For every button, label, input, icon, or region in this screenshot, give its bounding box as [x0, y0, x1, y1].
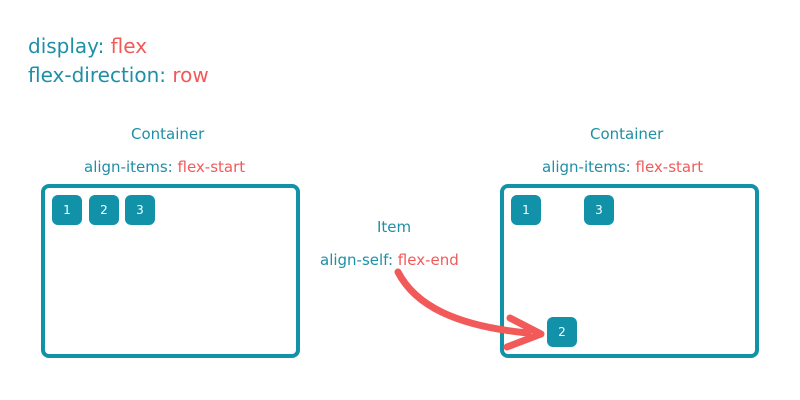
left-item-1: 1 [52, 195, 82, 225]
right-align-items-label: align-items: flex-start [542, 158, 703, 176]
right-container-box [500, 184, 759, 358]
align-self-label: align-self: flex-end [320, 251, 459, 269]
right-align-items-value: flex-start [635, 158, 704, 176]
display-value: flex [110, 34, 148, 58]
left-align-items-label: align-items: flex-start [84, 158, 245, 176]
left-item-2: 2 [89, 195, 119, 225]
arrow-shaft [394, 268, 532, 337]
left-align-items-separator: : [167, 158, 173, 176]
right-item-2: 2 [547, 317, 577, 347]
align-self-property: align-self [320, 251, 388, 269]
left-item-3: 3 [125, 195, 155, 225]
left-container-title: Container [131, 125, 205, 143]
flex-direction-value: row [172, 63, 209, 87]
display-separator: : [97, 34, 105, 58]
right-align-items-property: align-items [542, 158, 626, 176]
left-container-box [41, 184, 300, 358]
left-align-items-value: flex-start [177, 158, 246, 176]
arrow-head [503, 314, 545, 351]
middle-item-title: Item [377, 218, 412, 236]
align-self-separator: : [387, 251, 393, 269]
right-item-1: 1 [511, 195, 541, 225]
right-container-title: Container [590, 125, 664, 143]
header-line-flex-direction: flex-direction: row [28, 63, 209, 87]
right-item-3: 3 [584, 195, 614, 225]
right-align-items-separator: : [625, 158, 631, 176]
header-line-display: display: flex [28, 34, 147, 58]
display-property: display [28, 34, 98, 58]
left-align-items-property: align-items [84, 158, 168, 176]
align-self-value: flex-end [397, 251, 459, 269]
flex-direction-separator: : [159, 63, 166, 87]
flex-direction-property: flex-direction [28, 63, 160, 87]
